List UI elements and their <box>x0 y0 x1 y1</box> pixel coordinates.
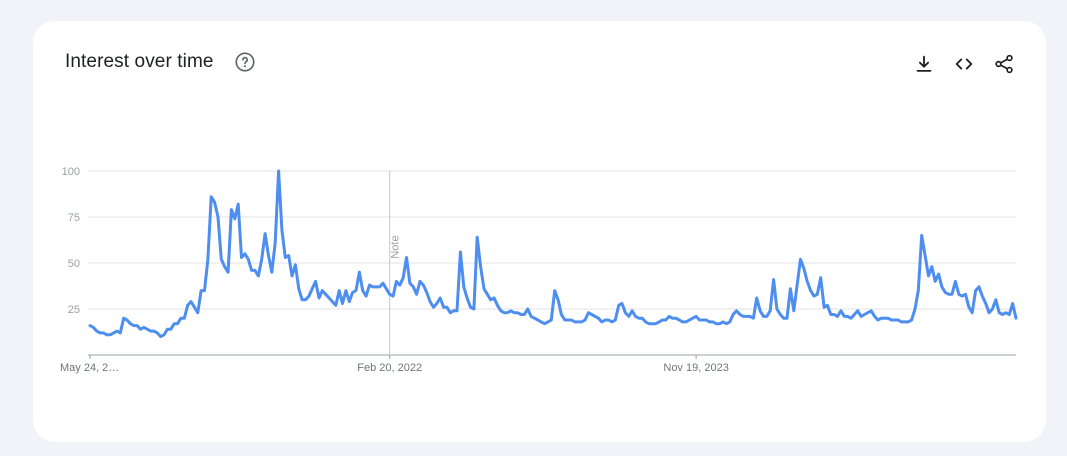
series-line <box>88 169 1018 339</box>
interest-line-chart: 25 50 75 100 May 24, 2… Feb 20, 2022 Nov 19, 2… <box>60 166 1018 374</box>
note-label: Note <box>390 235 402 258</box>
x-tick-label: Nov 19, 2023 <box>663 362 728 374</box>
x-tick-label: May 24, 2… <box>60 362 119 374</box>
y-tick-label: 25 <box>68 304 80 316</box>
share-icon[interactable] <box>992 52 1016 76</box>
x-tick-label: Feb 20, 2022 <box>357 362 422 374</box>
embed-code-icon[interactable] <box>952 52 976 76</box>
y-tick-label: 75 <box>68 212 80 224</box>
chart-toolbar <box>912 52 1016 76</box>
card-title: Interest over time <box>65 51 214 72</box>
interest-over-time-card: Interest over time <box>33 21 1046 442</box>
help-circle-icon[interactable] <box>234 51 256 73</box>
download-icon[interactable] <box>912 52 936 76</box>
y-tick-label: 100 <box>62 166 80 178</box>
y-tick-label: 50 <box>68 258 80 270</box>
